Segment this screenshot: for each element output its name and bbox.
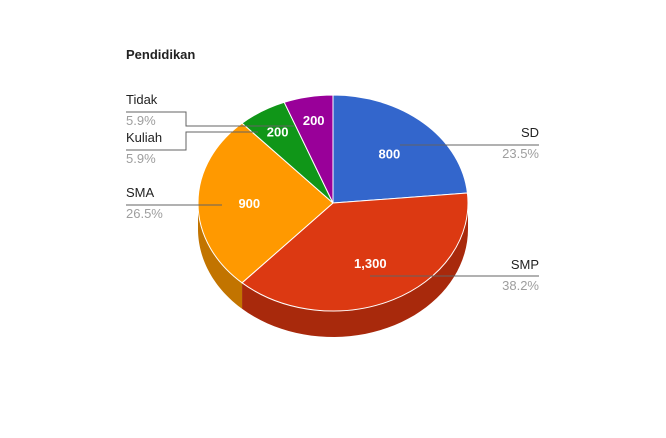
- legend-percent-sma: 26.5%: [126, 206, 163, 221]
- legend-label-tidak: Tidak: [126, 92, 158, 107]
- leader-line-tidak: [126, 111, 294, 127]
- value-label-sd: 800: [379, 147, 401, 162]
- pie-side-smp: [242, 203, 468, 337]
- legend-label-smp: SMP: [511, 257, 539, 272]
- value-label-kuliah: 200: [267, 124, 289, 139]
- pie-slice-sma[interactable]: [197, 122, 334, 284]
- legend-label-sd: SD: [521, 125, 539, 140]
- value-label-tidak: 200: [303, 113, 325, 128]
- legend-percent-kuliah: 5.9%: [126, 151, 156, 166]
- value-label-sma: 900: [238, 196, 260, 211]
- pie-slice-sd[interactable]: [332, 94, 468, 204]
- legend-label-sma: SMA: [126, 185, 155, 200]
- chart-title: Pendidikan: [126, 47, 195, 62]
- pie-slice-tidak[interactable]: [283, 94, 334, 204]
- pie-slice-smp[interactable]: [241, 192, 469, 312]
- leader-line-kuliah: [126, 131, 258, 151]
- leader-lines: [126, 111, 539, 277]
- legend-labels: SD 23.5% SMP 38.2% SMA 26.5% Kuliah 5.9% Tidak 5.…: [126, 92, 539, 293]
- value-label-smp: 1,300: [354, 256, 387, 271]
- pie-slices: [197, 94, 469, 312]
- legend-percent-smp: 38.2%: [502, 278, 539, 293]
- legend-percent-tidak: 5.9%: [126, 113, 156, 128]
- legend-percent-sd: 23.5%: [502, 146, 539, 161]
- legend-label-kuliah: Kuliah: [126, 130, 162, 145]
- pie-side-sma: [198, 203, 243, 309]
- pie-sides: [198, 203, 468, 337]
- value-labels: 800 1,300 900 200 200: [238, 113, 400, 271]
